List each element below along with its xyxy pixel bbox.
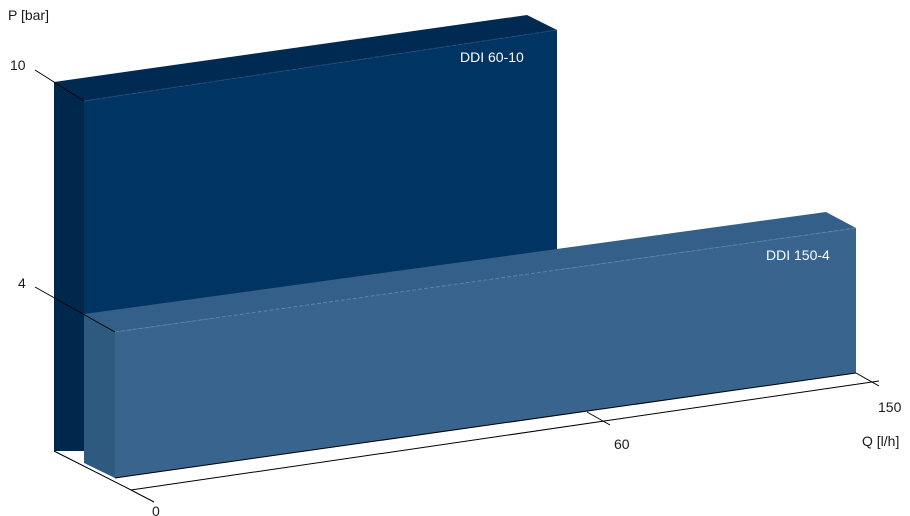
axis-frame xyxy=(34,69,880,503)
block-ddi-150-4 xyxy=(84,212,857,478)
x-axis-label: Q [l/h] xyxy=(862,433,899,449)
axis-depth-line xyxy=(53,450,132,491)
x-tick-0 xyxy=(130,489,155,503)
x-axis-back-line xyxy=(114,372,857,479)
block-ddi-150-4-side xyxy=(84,314,115,478)
x-tick-150 xyxy=(855,372,880,387)
y-tick-label-4: 4 xyxy=(18,275,26,291)
y-tick-label-10: 10 xyxy=(10,57,26,73)
block-ddi-150-4-top xyxy=(84,212,856,332)
y-tick-4 xyxy=(34,286,116,333)
y-tick-10 xyxy=(34,69,85,102)
block-ddi-60-10 xyxy=(54,15,558,451)
x-tick-60 xyxy=(586,411,611,426)
x-tick-label-60: 60 xyxy=(614,436,630,452)
x-axis-front-line xyxy=(130,380,880,491)
y-axis-label: P [bar] xyxy=(8,7,49,23)
block-ddi-60-10-top xyxy=(54,15,557,101)
block-ddi-60-10-front xyxy=(84,30,557,320)
series-label-ddi-60-10: DDI 60-10 xyxy=(460,49,524,65)
block-ddi-150-4-front xyxy=(115,228,856,478)
x-tick-label-0: 0 xyxy=(152,503,160,516)
block-ddi-60-10-side xyxy=(54,82,84,451)
block-ddi-150-4-edge xyxy=(114,227,857,333)
block-ddi-60-10-edge xyxy=(83,29,558,102)
series-label-ddi-150-4: DDI 150-4 xyxy=(766,247,830,263)
x-tick-label-150: 150 xyxy=(878,399,902,415)
